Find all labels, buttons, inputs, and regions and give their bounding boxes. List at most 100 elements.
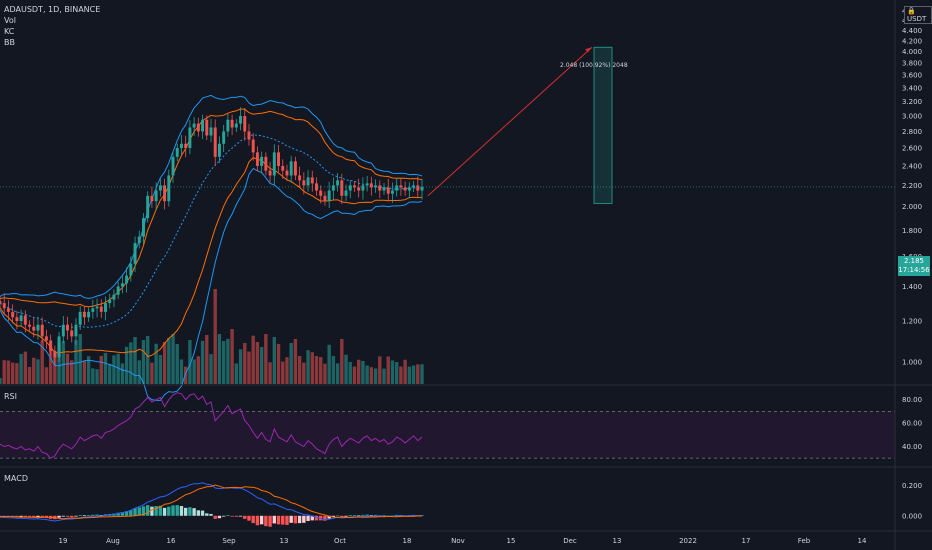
candle-body [327,190,331,202]
candle-body [108,299,112,304]
macd-histogram-bar [116,512,120,516]
time-tick-label: Oct [334,537,346,545]
volume-bar [378,356,382,384]
price-tick-label: 4.000 [902,48,922,56]
time-axis[interactable]: 19 Aug 16 Sep 13 Oct 18 Nov 15 Dec 13 2022 17 Feb 14 [59,537,867,545]
indicator-bb[interactable]: BB [4,38,15,47]
candle-body [344,190,348,196]
volume-bar [416,364,420,384]
volume-bar [293,339,298,384]
volume-bar [238,349,243,384]
kc-lower-line [0,157,423,358]
indicator-kc[interactable]: KC [4,27,15,36]
candle-body [293,161,297,176]
macd-histogram-bar [120,512,125,516]
volume-bar [65,353,70,384]
candle-body [171,156,175,176]
volume-bar [352,366,357,384]
currency-label: USDT [907,15,927,23]
volume-bar [196,356,201,384]
volume-bar [141,340,146,384]
candle-body [281,165,285,171]
macd-histogram-bar [192,508,196,516]
band-indicators [0,94,423,401]
volume-bar [407,366,412,384]
volume-bar [32,357,36,384]
candle-body [395,185,399,191]
volume-bar [230,329,234,384]
macd-histogram-bar [205,513,209,516]
candle-body [19,315,23,321]
candle-body [175,148,179,157]
symbol-title[interactable]: ADAUSDT, 1D, BINANCE [4,5,101,14]
volume-bar [221,341,226,384]
indicator-vol[interactable]: Vol [4,16,16,25]
macd-histogram-bar [217,515,222,519]
currency-selector[interactable]: 🔒USDT [904,6,932,24]
macd-histogram-bar [302,515,306,523]
rsi-pane[interactable] [0,392,895,459]
macd-histogram-bar [36,515,40,518]
candle-body [268,170,272,176]
volume-bar [243,343,247,384]
macd-histogram-bar [200,510,205,516]
macd-histogram-bar [91,514,95,516]
volume-bar [6,360,11,384]
candle-body [49,340,53,351]
macd-label[interactable]: MACD [4,474,28,483]
volume-bar [399,366,403,384]
candle-body [57,336,61,358]
candle-body [213,127,217,157]
candle-body [104,303,107,312]
rsi-tick-label: 80.00 [902,396,922,404]
volume-bar [285,357,289,384]
volume-bar [205,335,209,384]
candle-body [70,330,74,337]
candle-body [66,324,69,331]
candle-body [6,308,10,312]
macd-histogram-bar [196,510,201,516]
macd-histogram-bar [352,515,357,516]
candle-body [226,119,230,132]
price-tick-label: 1.800 [902,227,922,235]
macd-histogram-bar [247,515,251,521]
macd-histogram-bar [82,515,87,517]
volume-bar [247,351,251,384]
price-tick-label: 4.400 [902,27,922,35]
volume-bar [167,338,171,384]
volume-bar [23,351,28,384]
volume-bar [386,356,390,384]
rsi-band-fill [0,411,895,459]
volume-bar [82,360,87,384]
candle-body [23,315,27,325]
volume-bar [373,368,378,384]
candle-body [116,286,120,295]
target-projection[interactable] [427,46,613,204]
volume-bar [382,368,386,384]
price-tick-label: 1.400 [902,283,922,291]
macd-histogram-bar [255,515,260,526]
macd-pane[interactable] [0,482,424,527]
volume-bar [112,355,116,384]
macd-tick-label: 0.000 [902,512,922,520]
current-price-tag: 2.185 17:14:56 [898,256,930,276]
candle-body [61,324,65,337]
candle-body [36,324,40,331]
macd-histogram-bar [306,515,310,521]
volume-bar [268,362,272,384]
macd-histogram-bar [335,515,340,517]
price-pane[interactable] [0,46,895,401]
volume-bar [281,361,285,384]
candle-body [201,119,205,132]
rsi-label[interactable]: RSI [4,392,17,401]
candle-body [272,152,276,176]
volume-bar [327,344,331,384]
candle-body [230,119,234,128]
candle-body [239,116,243,124]
macd-tick-label: 0.200 [902,482,922,490]
volume-bar [40,340,44,384]
volume-bar [259,347,264,384]
macd-histogram-bar [221,515,226,517]
candle-body [91,308,95,312]
